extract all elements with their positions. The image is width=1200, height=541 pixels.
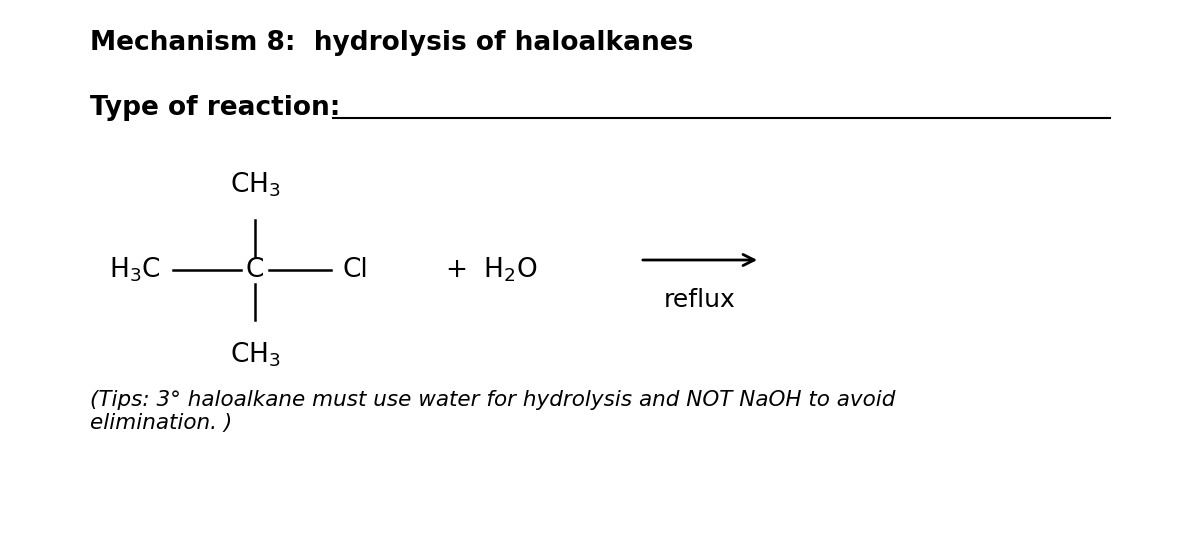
Text: +  H$_2$O: + H$_2$O (445, 256, 538, 284)
Text: CH$_3$: CH$_3$ (229, 171, 281, 199)
Text: H$_3$C: H$_3$C (109, 256, 161, 284)
Text: Mechanism 8:  hydrolysis of haloalkanes: Mechanism 8: hydrolysis of haloalkanes (90, 30, 694, 56)
Text: CH$_3$: CH$_3$ (229, 341, 281, 370)
Text: (Tips: 3° haloalkane must use water for hydrolysis and NOT NaOH to avoid
elimina: (Tips: 3° haloalkane must use water for … (90, 390, 895, 433)
Text: Cl: Cl (342, 257, 368, 283)
Text: Type of reaction:: Type of reaction: (90, 95, 341, 121)
Text: C: C (246, 257, 264, 283)
Text: reflux: reflux (664, 288, 736, 312)
